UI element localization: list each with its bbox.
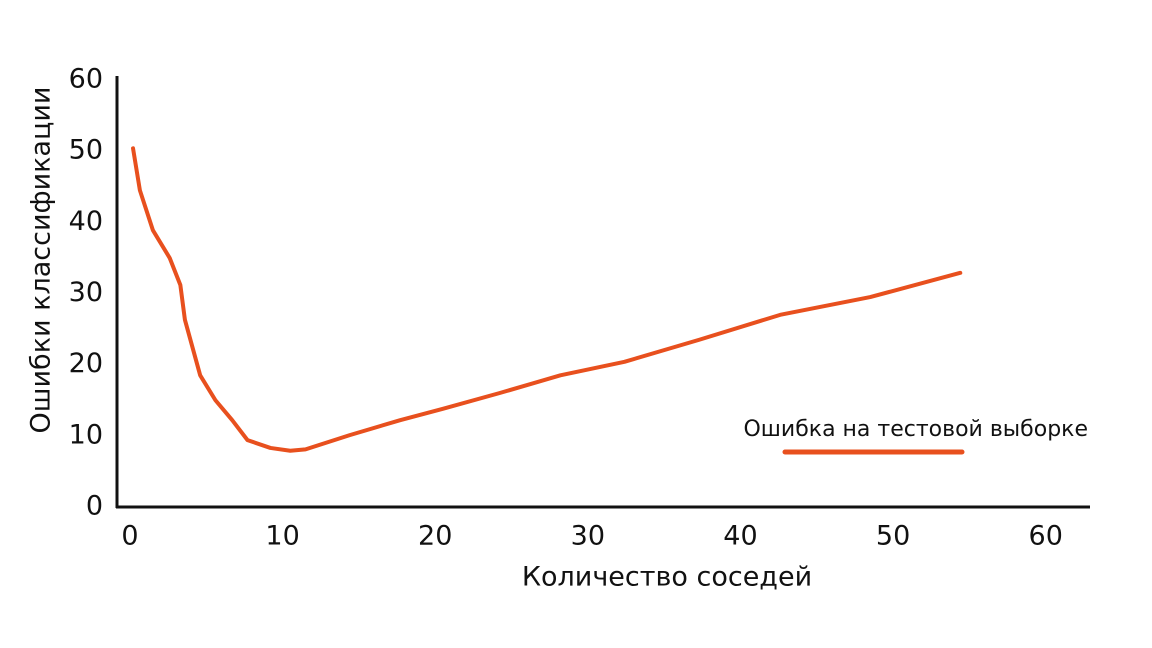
- x-tick-label: 10: [265, 521, 299, 552]
- line-series: [131, 146, 963, 453]
- y-tick-label: 30: [69, 277, 103, 308]
- x-axis-label: Количество соседей: [522, 562, 812, 593]
- legend-label: Ошибка на тестовой выборке: [743, 417, 1088, 442]
- x-tick-label: 50: [876, 521, 910, 552]
- x-tick-label: 30: [571, 521, 605, 552]
- y-tick-label: 40: [69, 206, 103, 237]
- x-tick-label: 0: [121, 521, 138, 552]
- x-tick-label: 40: [723, 521, 757, 552]
- x-tick-label: 60: [1029, 521, 1063, 552]
- x-tick-label: 20: [418, 521, 452, 552]
- y-axis-label: Ошибки классификации: [26, 87, 57, 434]
- y-tick-label: 50: [69, 135, 103, 166]
- y-tick-label: 0: [86, 491, 103, 522]
- y-tick-label: 20: [69, 348, 103, 379]
- y-tick-label: 60: [69, 64, 103, 95]
- y-tick-label: 10: [69, 419, 103, 450]
